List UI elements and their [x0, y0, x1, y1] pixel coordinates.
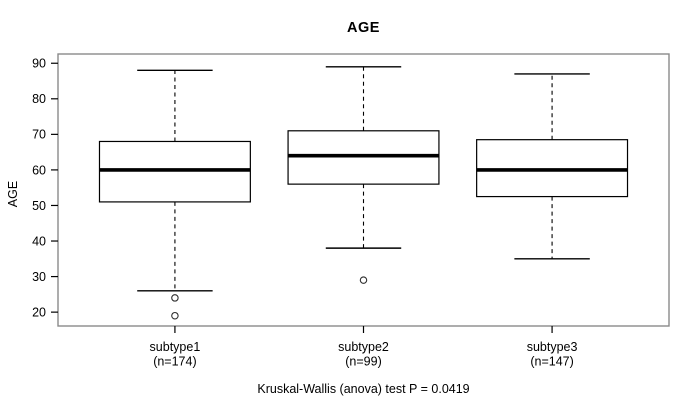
kruskal-wallis-caption: Kruskal-Wallis (anova) test P = 0.0419 — [257, 382, 470, 396]
group-n-label: (n=147) — [530, 355, 573, 369]
group-label: subtype2 — [338, 340, 389, 354]
group-label: subtype1 — [150, 340, 201, 354]
outlier-point — [171, 311, 179, 320]
outlier-point — [359, 276, 368, 284]
y-tick-label: 20 — [32, 306, 46, 320]
outlier-point — [171, 294, 179, 302]
y-tick-label: 30 — [32, 270, 46, 284]
y-tick-label: 70 — [32, 128, 46, 142]
y-tick-label: 50 — [32, 199, 46, 213]
y-tick-label: 80 — [32, 92, 46, 106]
y-tick-label: 90 — [32, 57, 46, 71]
y-tick-label: 60 — [32, 163, 46, 177]
group-label: subtype3 — [527, 340, 578, 354]
y-tick-label: 40 — [32, 234, 46, 248]
group-n-label: (n=174) — [153, 355, 196, 369]
group-n-label: (n=99) — [345, 355, 381, 369]
chart-title: AGE — [347, 20, 380, 36]
